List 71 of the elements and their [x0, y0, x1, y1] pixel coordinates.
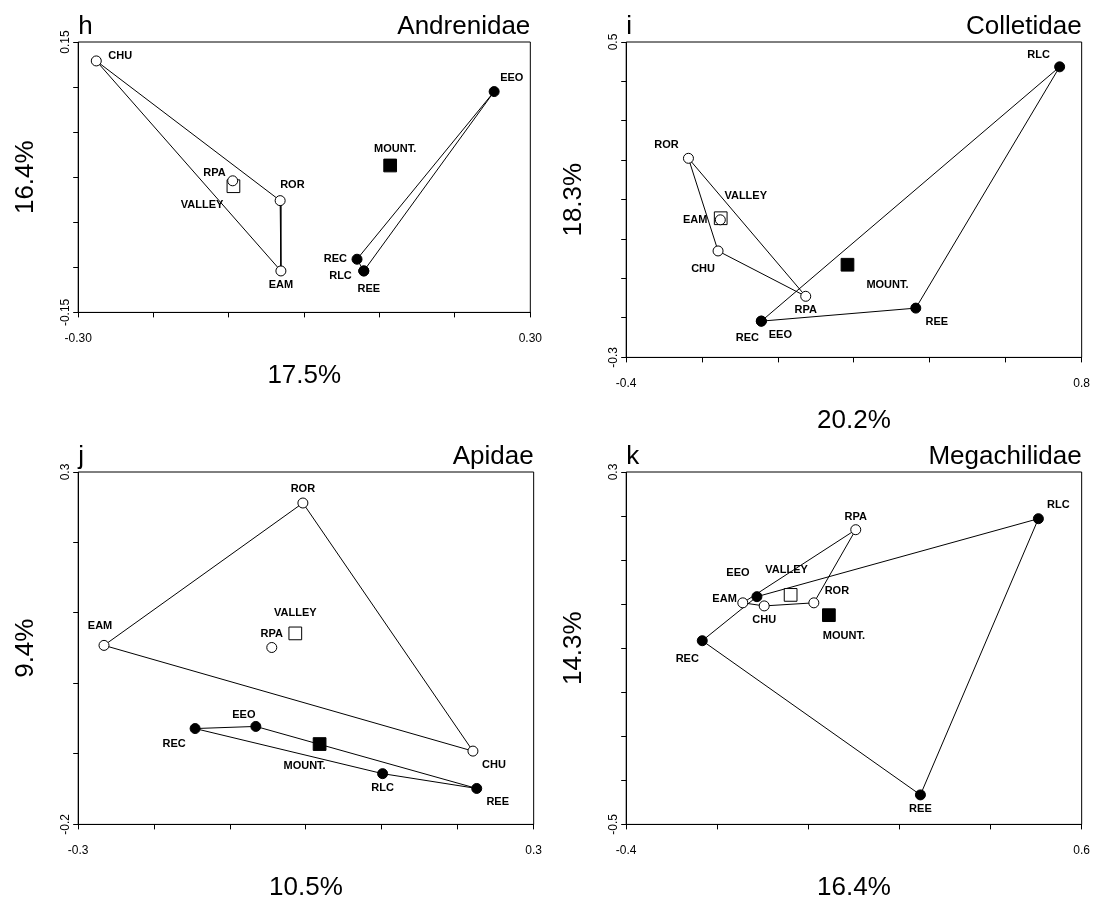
annotation: RPA [203, 165, 226, 178]
annotation: MOUNT. [866, 277, 909, 290]
chart-title: Colletidae [966, 10, 1082, 41]
annotation: VALLEY [274, 606, 318, 619]
annotation: ROR [654, 138, 679, 151]
annotation: MOUNT. [374, 141, 417, 154]
annotation: EAM [268, 277, 294, 290]
annotation: EAM [712, 591, 737, 604]
x-axis-title: 10.5% [269, 870, 343, 901]
x-axis-title: 17.5% [267, 358, 342, 389]
annotation: REE [909, 801, 932, 814]
x-tick-label: -0.4 [615, 842, 637, 857]
x-tick-label: -0.3 [67, 842, 89, 857]
y-tick-label: 0.3 [57, 463, 72, 481]
y-axis-title: 14.3% [556, 611, 587, 686]
y-axis-title: 16.4% [8, 140, 39, 215]
y-tick-label: 0.3 [605, 463, 620, 481]
annotation: RLC [329, 268, 352, 281]
x-tick-label: -0.30 [64, 330, 93, 345]
annotation: ROR [290, 482, 316, 495]
annotation: RLC [371, 780, 394, 793]
x-tick-label: 0.8 [1073, 375, 1091, 390]
annotation: EAM [682, 212, 708, 225]
chart-subtitle: k [626, 440, 641, 471]
annotation: RPA [844, 509, 867, 522]
y-tick-label: 0.5 [605, 33, 620, 51]
annotation: MOUNT. [283, 759, 326, 772]
annotation: CHU [752, 612, 777, 625]
x-tick-label: 0.30 [518, 330, 543, 345]
annotation: REE [486, 795, 510, 808]
annotation: VALLEY [724, 189, 768, 202]
annotation: CHU [691, 261, 716, 274]
x-tick-label: 0.6 [1073, 842, 1091, 857]
annotation: REC [675, 651, 699, 664]
annotation: ROR [280, 177, 305, 190]
annotation: REE [357, 281, 381, 294]
y-tick-label: -0.5 [605, 813, 620, 835]
y-tick-label: -0.3 [605, 346, 620, 368]
annotation: EEO [768, 328, 793, 341]
x-axis-title: 16.4% [817, 870, 891, 901]
y-axis-title: 9.4% [8, 618, 39, 678]
annotation: MOUNT. [822, 629, 865, 642]
annotation: REE [925, 315, 949, 328]
annotation: EEO [500, 70, 524, 83]
annotation: RLC [1047, 497, 1070, 510]
chart-title: Apidae [452, 440, 534, 471]
chart-title: Megachilidae [928, 440, 1082, 471]
annotation: EEO [726, 565, 750, 578]
chart-subtitle: h [78, 10, 93, 41]
y-axis-title: 18.3% [556, 162, 587, 237]
y-tick-label: -0.2 [57, 813, 72, 835]
y-tick-label: 0.15 [57, 30, 72, 54]
annotation: EEO [232, 708, 256, 721]
annotation: CHU [108, 48, 133, 61]
annotation: RLC [1027, 47, 1050, 60]
chart-subtitle: i [626, 10, 632, 41]
annotation: REC [162, 736, 186, 749]
x-tick-label: 0.3 [525, 842, 543, 857]
chart-title: Andrenidae [397, 10, 531, 41]
x-axis-title: 20.2% [817, 403, 891, 434]
annotation: RPA [794, 303, 817, 316]
annotation: ROR [824, 583, 850, 596]
annotation: EAM [87, 619, 113, 632]
annotation: CHU [482, 758, 506, 771]
annotation: REC [735, 331, 759, 344]
annotation: VALLEY [180, 198, 225, 211]
annotation: RPA [260, 626, 284, 639]
y-tick-label: -0.15 [57, 298, 72, 327]
annotation: REC [323, 252, 348, 265]
chart-subtitle: j [77, 440, 84, 471]
x-tick-label: -0.4 [615, 375, 637, 390]
